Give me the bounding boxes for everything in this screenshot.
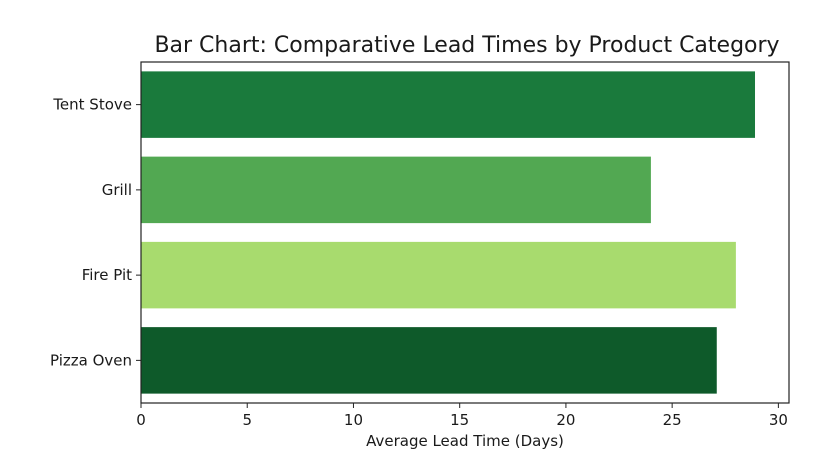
bars-layer (141, 71, 756, 394)
bar-grill (141, 156, 651, 224)
y-tick-label: Grill (102, 181, 132, 199)
chart-title: Bar Chart: Comparative Lead Times by Pro… (154, 33, 779, 58)
x-axis-label: Average Lead Time (Days) (366, 432, 564, 450)
x-tick-label: 10 (344, 411, 363, 429)
x-axis: 0 5 10 15 20 25 30 (136, 403, 788, 429)
bar-pizza-oven (141, 327, 717, 394)
x-tick-label: 15 (450, 411, 469, 429)
x-tick-label: 5 (242, 411, 252, 429)
plot-frame (140, 61, 790, 404)
x-tick-label: 25 (663, 411, 682, 429)
y-axis: Tent Stove Grill Fire Pit Pizza Oven (50, 96, 141, 369)
bar-tent-stove (141, 71, 756, 138)
x-tick-label: 30 (769, 411, 788, 429)
x-tick-label: 20 (556, 411, 575, 429)
bar-fire-pit (141, 241, 736, 309)
y-tick-label: Fire Pit (82, 266, 132, 284)
y-tick-label: Tent Stove (52, 96, 132, 114)
y-tick-label: Pizza Oven (50, 351, 132, 369)
x-tick-label: 0 (136, 411, 146, 429)
